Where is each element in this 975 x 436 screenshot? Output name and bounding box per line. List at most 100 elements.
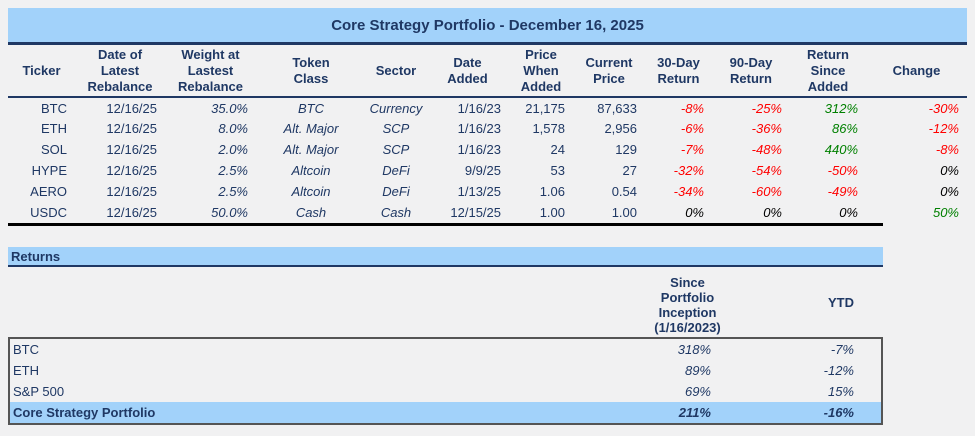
cell-90d-return: -48% [751,142,782,157]
returns-since-inception-value: 318% [677,342,711,357]
cell-token-class: Altcoin [291,184,331,199]
cell-return-since-added: -50% [827,163,858,178]
returns-since-inception-value: 211% [678,405,711,420]
cell-weight: 2.5% [218,163,248,178]
col-header-ticker: Ticker [22,62,61,78]
returns-table-box: BTC 318% -7% ETH 89% -12% S&P 500 69% 15… [8,337,883,425]
cell-price-when-added: 24 [550,142,565,157]
cell-weight: 50.0% [211,205,248,220]
returns-row-btc: BTC 318% -7% [10,339,881,360]
cell-90d-return: -25% [751,100,782,116]
cell-token-class: Cash [295,205,327,220]
cell-return-since-added: 86% [831,121,858,136]
cell-price-when-added: 1.06 [539,184,565,199]
cell-30d-return: -6% [680,121,704,136]
cell-current-price: 27 [622,163,637,178]
cell-change: -12% [928,121,959,136]
cell-ticker: HYPE [31,163,67,178]
cell-weight: 2.5% [218,184,248,199]
cell-30d-return: -7% [680,142,704,157]
cell-ticker: BTC [41,100,67,116]
cell-date-added: 12/15/25 [450,205,501,220]
returns-column-headers: Since Portfolio Inception (1/16/2023) YT… [8,267,883,337]
page-title: Core Strategy Portfolio - December 16, 2… [331,16,644,34]
cell-date-added: 1/16/23 [457,121,501,136]
cell-ticker: AERO [30,184,67,199]
cell-token-class: BTC [298,100,324,116]
cell-current-price: 2,956 [604,121,637,136]
portfolio-rows: BTC 12/16/25 35.0% BTC Currency 1/16/23 … [8,97,967,223]
cell-current-price: 0.54 [611,184,637,199]
cell-sector: Currency [369,100,423,116]
table-row-hype: HYPE 12/16/25 2.5% Altcoin DeFi 9/9/25 5… [8,160,967,181]
cell-90d-return: -36% [751,121,782,136]
cell-date-added: 1/16/23 [457,142,501,157]
cell-30d-return: -34% [673,184,704,199]
table-row-btc: BTC 12/16/25 35.0% BTC Currency 1/16/23 … [8,97,967,118]
cell-price-when-added: 21,175 [525,100,565,116]
cell-weight: 2.0% [218,142,248,157]
cell-rebalance-date: 12/16/25 [106,121,157,136]
cell-sector: DeFi [382,184,410,199]
cell-30d-return: -8% [680,100,704,116]
cell-90d-return: -60% [751,184,782,199]
returns-row-core-strategy-portfolio: Core Strategy Portfolio 211% -16% [10,402,881,423]
cell-sector: DeFi [382,163,410,178]
cell-date-added: 9/9/25 [464,163,501,178]
returns-table: BTC 318% -7% ETH 89% -12% S&P 500 69% 15… [10,339,881,423]
cell-date-added: 1/16/23 [457,100,501,116]
returns-section-title: Returns [11,248,61,264]
returns-label: BTC [13,342,39,357]
cell-weight: 8.0% [218,121,248,136]
cell-rebalance-date: 12/16/25 [106,100,157,116]
cell-ticker: USDC [30,205,67,220]
cell-rebalance-date: 12/16/25 [106,163,157,178]
cell-change: 50% [932,205,959,220]
col-header-90d-return: 90-Day Return [729,54,773,86]
cell-change: -8% [935,142,959,157]
col-header-sector: Sector [375,62,417,78]
cell-return-since-added: 312% [824,100,858,116]
table-row-sol: SOL 12/16/25 2.0% Alt. Major SCP 1/16/23… [8,139,967,160]
cell-sector: SCP [382,121,410,136]
col-header-price-when-added: Price When Added [520,46,562,94]
cell-current-price: 87,633 [597,100,637,116]
col-header-weight: Weight at Lastest Rebalance [177,46,244,94]
sheet-content: Core Strategy Portfolio - December 16, 2… [8,8,967,425]
cell-sector: SCP [382,142,410,157]
cell-90d-return: -54% [751,163,782,178]
returns-label: ETH [13,363,39,378]
cell-return-since-added: 0% [839,205,858,220]
cell-rebalance-date: 12/16/25 [106,205,157,220]
cell-date-added: 1/13/25 [457,184,501,199]
cell-rebalance-date: 12/16/25 [106,184,157,199]
cell-ticker: ETH [41,121,67,136]
col-header-token-class: Token Class [292,54,330,86]
cell-sector: Cash [380,205,412,220]
cell-return-since-added: -49% [827,184,858,199]
portfolio-header-row: Ticker Date of Latest Rebalance Weight a… [8,45,967,97]
col-header-change: Change [892,62,941,78]
col-header-return-since-added: Return Since Added [807,46,849,94]
returns-row-eth: ETH 89% -12% [10,360,881,381]
returns-since-inception-value: 69% [684,384,711,399]
cell-30d-return: -32% [673,163,704,178]
returns-ytd-value: -12% [823,363,854,378]
col-header-since-inception: Since Portfolio Inception (1/16/2023) [654,275,721,335]
returns-ytd-value: 15% [827,384,854,399]
cell-change: -30% [928,100,959,116]
report-title-band: Core Strategy Portfolio - December 16, 2… [8,8,967,45]
table-bottom-rule [8,223,883,226]
cell-change: 0% [940,163,959,178]
returns-label: S&P 500 [13,384,65,399]
table-row-eth: ETH 12/16/25 8.0% Alt. Major SCP 1/16/23… [8,118,967,139]
cell-token-class: Alt. Major [283,121,339,136]
cell-weight: 35.0% [211,100,248,116]
table-row-usdc: USDC 12/16/25 50.0% Cash Cash 12/15/25 1… [8,202,967,223]
cell-current-price: 129 [615,142,637,157]
col-header-ytd: YTD [828,295,854,310]
cell-token-class: Altcoin [291,163,331,178]
returns-ytd-value: -16% [823,405,854,420]
returns-label: Core Strategy Portfolio [13,405,156,420]
